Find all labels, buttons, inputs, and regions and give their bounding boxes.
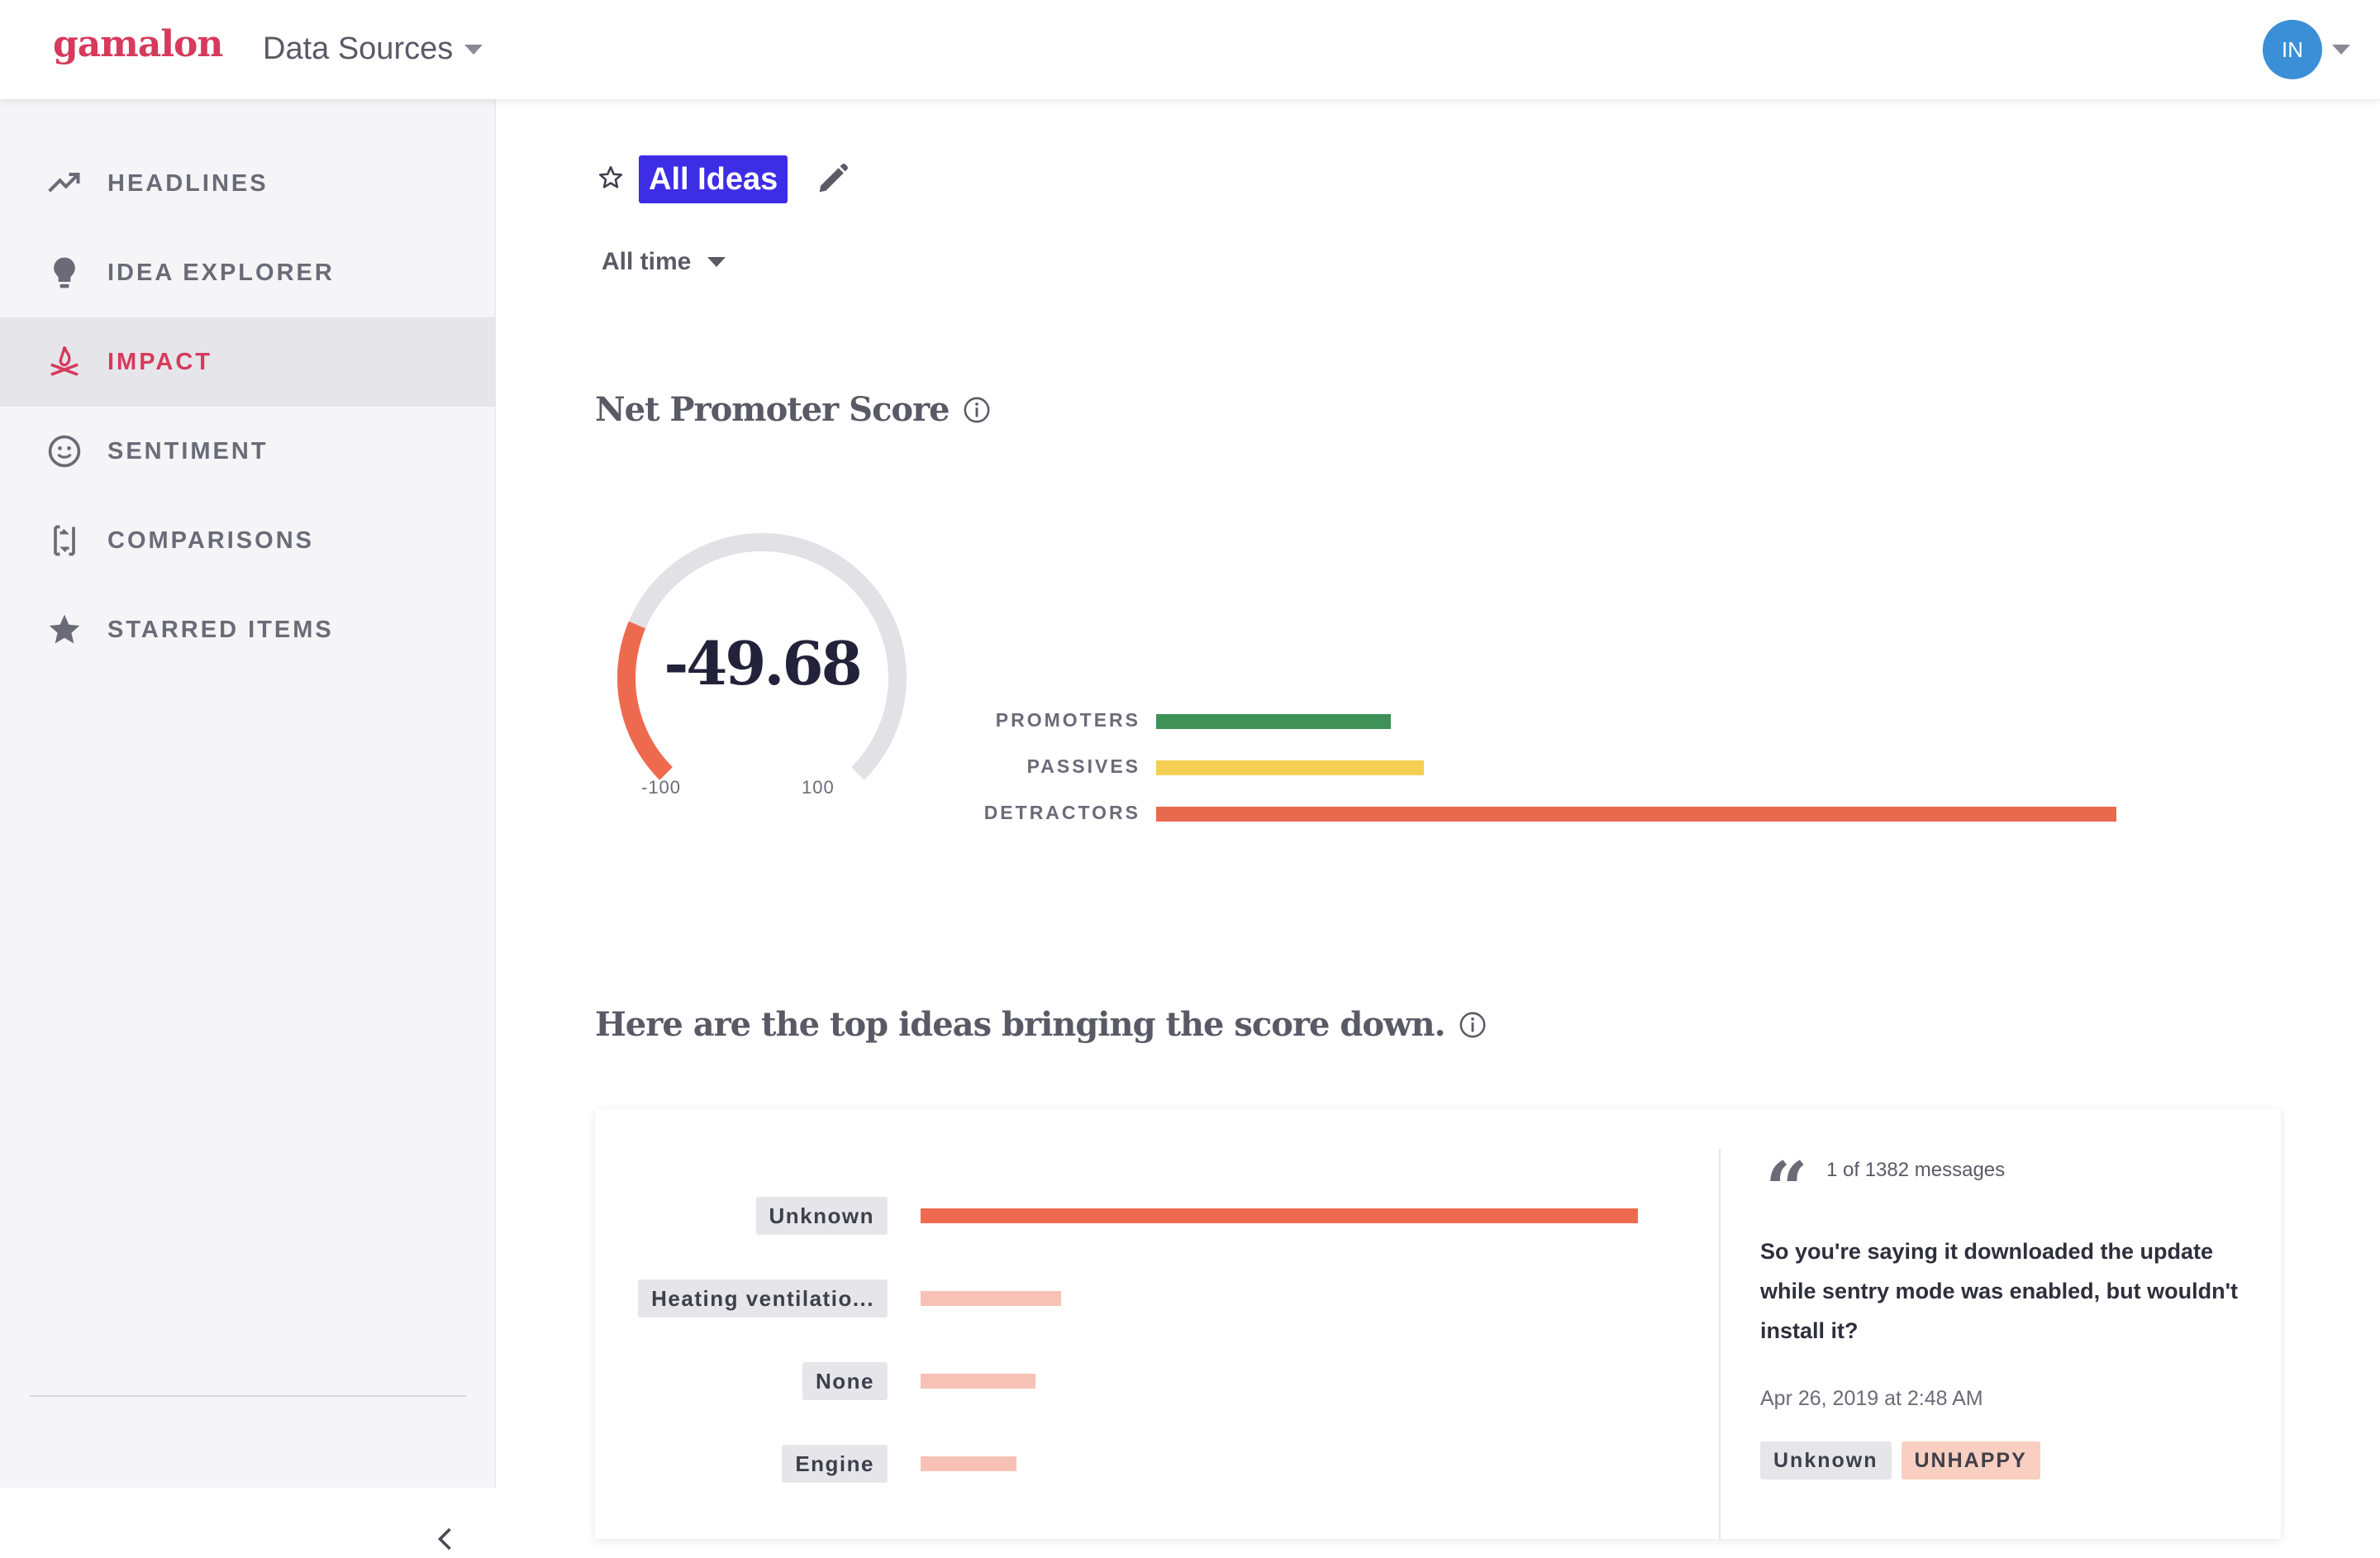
idea-row[interactable]: Engine <box>595 1445 1669 1484</box>
idea-tag[interactable]: Unknown <box>755 1197 888 1235</box>
idea-bar[interactable] <box>921 1456 1016 1471</box>
user-avatar[interactable]: IN <box>2263 20 2322 79</box>
sidebar-item-sentiment[interactable]: SENTIMENT <box>0 407 496 496</box>
passives-bar <box>1156 760 1425 775</box>
page-title: All Ideas <box>639 155 788 203</box>
nps-section-title: Net Promoter Score <box>595 390 991 429</box>
sidebar-item-label: STARRED ITEMS <box>107 616 334 643</box>
sidebar-item-label: COMPARISONS <box>107 526 314 554</box>
time-range-label: All time <box>602 248 692 275</box>
sidebar: HEADLINES IDEA EXPLORER IMPACT SENTIMENT… <box>0 99 496 1551</box>
gauge-fill <box>617 621 673 780</box>
data-sources-label: Data Sources <box>263 31 454 66</box>
sidebar-item-comparisons[interactable]: COMPARISONS <box>0 496 496 585</box>
chevron-down-icon <box>707 257 726 267</box>
gauge-max-label: 100 <box>802 777 835 798</box>
detractors-bar <box>1156 807 2116 822</box>
edit-title-button[interactable] <box>813 160 851 198</box>
message-count: 1 of 1382 messages <box>1826 1159 2006 1181</box>
time-range-dropdown[interactable]: All time <box>602 248 726 276</box>
campfire-icon <box>46 344 83 380</box>
pencil-icon <box>819 164 848 193</box>
top-ideas-title: Here are the top ideas bringing the scor… <box>595 1005 1487 1044</box>
lightbulb-icon <box>46 255 83 291</box>
idea-tag-badge[interactable]: Unknown <box>1760 1441 1892 1479</box>
idea-row[interactable]: Unknown <box>595 1197 1669 1236</box>
card-divider <box>1719 1149 1721 1539</box>
chevron-down-icon <box>464 44 483 55</box>
star-toggle-button[interactable] <box>597 164 625 192</box>
quote-icon: “ <box>1765 1146 1808 1233</box>
nps-row-promoters: PROMOTERS <box>992 708 2281 732</box>
nps-row-detractors: DETRACTORS <box>984 800 2281 825</box>
nps-title-text: Net Promoter Score <box>595 390 950 429</box>
nps-score-value: -49.68 <box>664 628 862 698</box>
top-ideas-card: Unknown Heating ventilatio... None Engin… <box>595 1109 2281 1539</box>
gauge-min-label: -100 <box>641 777 682 798</box>
smiley-icon <box>46 433 83 469</box>
idea-bar[interactable] <box>921 1208 1638 1223</box>
nps-row-label: PROMOTERS <box>995 709 1140 731</box>
sidebar-item-label: IDEA EXPLORER <box>107 259 335 286</box>
app-logo[interactable]: gamalon <box>53 23 223 65</box>
idea-row[interactable]: None <box>595 1362 1669 1402</box>
star-icon <box>46 612 83 648</box>
idea-bar[interactable] <box>921 1374 1035 1389</box>
nps-breakdown: PROMOTERS PASSIVES DETRACTORS <box>984 595 2380 823</box>
trending-up-icon <box>46 165 83 202</box>
star-outline-icon <box>598 165 623 188</box>
top-bar: gamalon Data Sources IN <box>0 0 2380 99</box>
info-icon[interactable] <box>1459 1011 1487 1039</box>
collapse-sidebar-button[interactable] <box>431 1524 461 1554</box>
sidebar-item-label: SENTIMENT <box>107 437 269 465</box>
data-sources-dropdown[interactable]: Data Sources <box>263 31 483 67</box>
sentiment-badge[interactable]: UNHAPPY <box>1901 1441 2040 1479</box>
idea-tag[interactable]: Heating ventilatio... <box>638 1279 888 1317</box>
sidebar-item-idea-explorer[interactable]: IDEA EXPLORER <box>0 228 496 317</box>
promoters-bar <box>1156 714 1391 729</box>
sidebar-item-label: HEADLINES <box>107 169 269 197</box>
nps-row-label: DETRACTORS <box>983 802 1140 823</box>
top-ideas-title-text: Here are the top ideas bringing the scor… <box>595 1005 1446 1044</box>
sidebar-item-headlines[interactable]: HEADLINES <box>0 139 496 228</box>
sidebar-divider <box>30 1395 466 1397</box>
main-content: All Ideas All time Net Promoter Score -4… <box>496 99 2380 1539</box>
message-tags: Unknown UNHAPPY <box>1760 1441 2040 1479</box>
idea-tag[interactable]: Engine <box>782 1445 888 1483</box>
chevron-down-icon[interactable] <box>2332 45 2350 55</box>
nps-row-label: PASSIVES <box>1026 755 1140 777</box>
nps-gauge: -49.68 <box>597 512 927 909</box>
nps-row-passives: PASSIVES <box>992 754 2281 779</box>
idea-bar[interactable] <box>921 1291 1061 1306</box>
compare-arrows-icon <box>46 522 83 559</box>
sidebar-item-label: IMPACT <box>107 348 213 375</box>
info-icon[interactable] <box>963 396 991 424</box>
sidebar-item-impact[interactable]: IMPACT <box>0 317 496 407</box>
sidebar-item-starred-items[interactable]: STARRED ITEMS <box>0 585 496 674</box>
idea-row[interactable]: Heating ventilatio... <box>595 1279 1669 1319</box>
message-date: Apr 26, 2019 at 2:48 AM <box>1760 1387 1983 1410</box>
message-text: So you're saying it downloaded the updat… <box>1760 1239 2238 1343</box>
idea-tag[interactable]: None <box>802 1362 888 1400</box>
chevron-left-icon <box>437 1527 451 1551</box>
